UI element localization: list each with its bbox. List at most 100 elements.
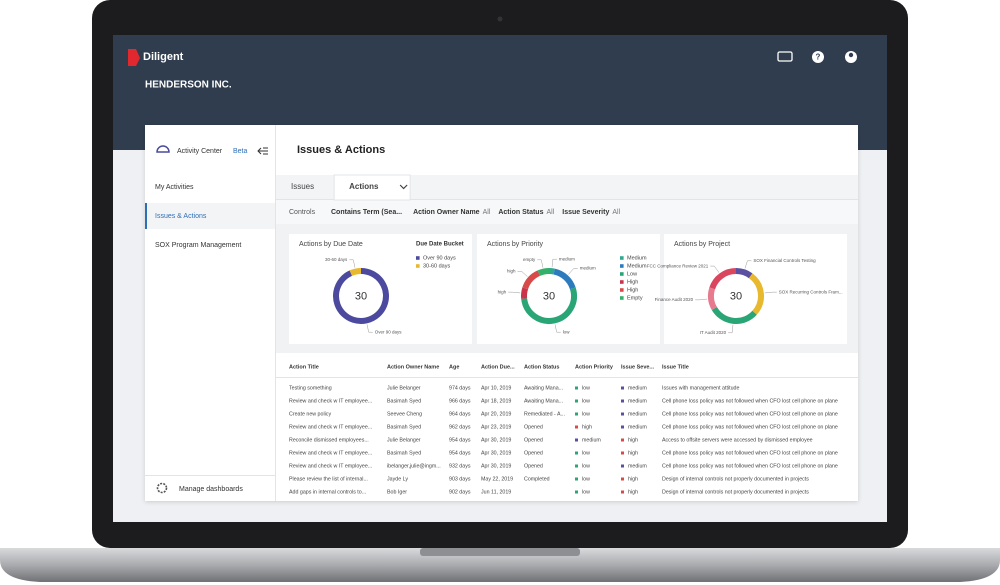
filter-bar — [276, 199, 858, 224]
legend-label: Medium — [627, 255, 647, 261]
legend-label: 30-60 days — [423, 263, 450, 269]
donut-total: 30 — [543, 290, 555, 302]
tab[interactable]: Actions — [349, 182, 379, 191]
donut-total: 30 — [355, 290, 367, 302]
table-cell: Julie Belanger — [387, 385, 421, 391]
table-cell: Apr 23, 2019 — [481, 424, 511, 430]
status-dot — [575, 438, 578, 442]
table-cell: Completed — [524, 476, 550, 482]
status-dot — [621, 399, 624, 403]
donut-slice — [522, 270, 541, 290]
legend-swatch — [620, 256, 624, 260]
donut-slice — [521, 287, 529, 299]
table-cell: ibelanger,julie@ingm... — [387, 463, 441, 469]
legend-swatch — [620, 296, 624, 300]
column-header: Age — [449, 364, 459, 370]
table-cell: low — [582, 398, 590, 404]
filter-name[interactable]: Action Owner Name — [413, 209, 480, 216]
table-cell[interactable]: Add gaps in internal controls to... — [289, 489, 366, 495]
table-cell[interactable]: Reconcile dismissed employees... — [289, 437, 369, 443]
slice-leader — [744, 260, 752, 269]
table-cell[interactable]: Testing something — [289, 385, 332, 391]
table-cell[interactable]: Review and check w IT employee... — [289, 450, 372, 456]
sidebar-footer[interactable]: Manage dashboards — [179, 486, 243, 493]
status-dot — [621, 451, 624, 455]
table-cell: 954 days — [449, 450, 471, 456]
help-glyph: ? — [816, 53, 821, 62]
beta-badge: Beta — [233, 148, 248, 155]
legend-swatch — [416, 256, 420, 260]
table-cell: Apr 18, 2019 — [481, 398, 511, 404]
donut-slice — [548, 268, 555, 275]
table-cell: Opened — [524, 450, 543, 456]
status-dot — [575, 399, 578, 403]
table-cell: high — [582, 424, 592, 430]
status-dot — [621, 386, 624, 390]
table-cell: low — [582, 385, 590, 391]
slice-leader — [366, 324, 373, 333]
logo — [128, 49, 140, 66]
table-cell: Design of internal controls not properly… — [662, 476, 809, 482]
table-cell: Basimah Syed — [387, 398, 421, 404]
slice-leader — [551, 258, 557, 268]
sidebar-item[interactable]: My Activities — [155, 184, 194, 191]
table-cell: high — [628, 437, 638, 443]
table-cell: low — [582, 411, 590, 417]
status-dot — [575, 451, 578, 455]
table-cell[interactable]: Review and check w IT employee... — [289, 424, 372, 430]
filter-name[interactable]: Issue Severity — [562, 209, 609, 216]
slice-label: IT Audit 2020 — [700, 330, 727, 335]
slice-label: empty — [523, 257, 536, 262]
table-cell[interactable]: Review and check w IT employee... — [289, 463, 372, 469]
table-cell: Awaiting Mana... — [524, 385, 563, 391]
table-cell: Basimah Syed — [387, 424, 421, 430]
collapse-icon[interactable] — [257, 147, 268, 155]
filter-name[interactable]: Action Status — [498, 209, 543, 216]
slice-label: medium — [559, 256, 575, 261]
table-cell: 954 days — [449, 437, 471, 443]
status-dot — [621, 412, 624, 416]
laptop-notch — [420, 548, 580, 556]
slice-leader — [728, 324, 734, 334]
table-cell: Apr 30, 2019 — [481, 463, 511, 469]
legend-label: Empty — [627, 295, 643, 301]
slice-leader — [349, 259, 356, 268]
camera — [497, 16, 503, 22]
filter-value[interactable]: All — [483, 209, 491, 216]
legend-swatch — [416, 264, 420, 268]
table-cell: 974 days — [449, 385, 471, 391]
legend-swatch — [620, 280, 624, 284]
table-cell: Basimah Syed — [387, 450, 421, 456]
table-cell: Awaiting Mana... — [524, 398, 563, 404]
table-cell: high — [628, 476, 638, 482]
slice-leader — [517, 270, 528, 277]
table-cell[interactable]: Please review the list of internal... — [289, 476, 368, 482]
table-cell[interactable]: Review and check w IT employee... — [289, 398, 372, 404]
company-name: HENDERSON INC. — [145, 80, 232, 91]
tab[interactable]: Issues — [291, 182, 314, 191]
keyboard-icon[interactable] — [777, 51, 793, 62]
filter-name[interactable]: Contains Term (Sea... — [331, 209, 402, 216]
table-cell: Cell phone loss policy was not followed … — [662, 424, 838, 430]
sidebar-item[interactable]: SOX Program Management — [155, 242, 241, 249]
sidebar-item[interactable]: Issues & Actions — [155, 213, 207, 220]
help-icon[interactable] — [812, 51, 824, 63]
table-cell: Opened — [524, 463, 543, 469]
table-cell: May 22, 2019 — [481, 476, 513, 482]
slice-leader — [554, 324, 561, 333]
filter-value[interactable]: All — [612, 209, 620, 216]
donut-slice — [333, 268, 389, 324]
legend-swatch — [620, 264, 624, 268]
slice-label: FCC Compliance Review 2021 — [647, 263, 709, 268]
status-dot — [575, 490, 578, 494]
legend-label: Over 90 days — [423, 255, 456, 261]
table-cell: Access to offsite servers were accessed … — [662, 437, 813, 443]
table-cell: medium — [628, 463, 647, 469]
table-cell: Apr 20, 2019 — [481, 411, 511, 417]
filter-value[interactable]: All — [546, 209, 554, 216]
sidebar-item-active-bg — [145, 203, 275, 229]
table-cell[interactable]: Create new policy — [289, 411, 331, 417]
column-header: Action Title — [289, 364, 319, 370]
legend-swatch — [620, 288, 624, 292]
table-cell: Apr 30, 2019 — [481, 450, 511, 456]
